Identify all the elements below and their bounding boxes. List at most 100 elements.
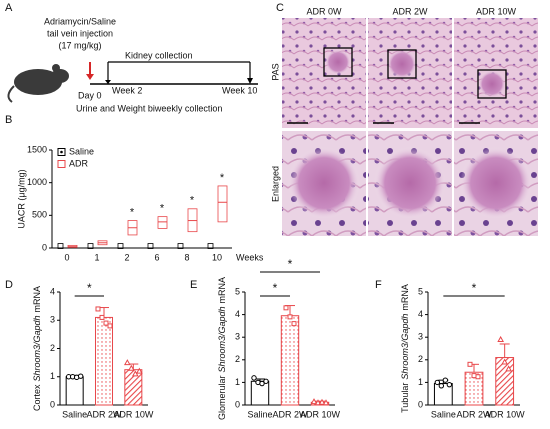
- significance-star: *: [273, 281, 278, 295]
- chart: E 0 1 2 3 4 5 Glomerular Shroom3/Gapdh mRNA Saline…: [190, 257, 341, 420]
- saline-marker: [207, 243, 214, 249]
- panel-c: C ADR 0W ADR 2W ADR 10W PAS Enlarged: [270, 2, 538, 236]
- x-tick-label: Saline: [431, 409, 456, 419]
- chart: D 0 1 2 3 4 Cortex Shroom3/Gapdh mRNA Saline ADR 2…: [5, 279, 154, 419]
- data-point: [291, 321, 297, 327]
- legend-label: Saline: [69, 146, 94, 156]
- y-tick-label: 0: [50, 399, 55, 409]
- data-point: [310, 398, 318, 405]
- y-label-part: mRNA: [400, 284, 410, 311]
- timeline: [86, 61, 258, 85]
- kidney-text: Kidney collection: [125, 50, 193, 60]
- y-tick-label: 1: [235, 377, 240, 387]
- day0-text: Day 0: [78, 90, 102, 100]
- chart: F 0 1 2 3 4 5 TubularShroom3/GapdhmRNA Saline ADR…: [375, 279, 525, 419]
- panel-label: F: [375, 279, 382, 291]
- data-point: [434, 379, 441, 386]
- row-label: Enlarged: [270, 166, 280, 202]
- saline-marker: [117, 243, 124, 249]
- panel-label: B: [5, 114, 12, 126]
- data-point: [263, 378, 269, 384]
- week10-text: Week 10: [222, 85, 257, 95]
- legend-marker: [57, 148, 66, 156]
- panel-label: A: [5, 2, 13, 14]
- data-point: [287, 314, 293, 320]
- x-tick-label: 1: [94, 252, 99, 262]
- y-axis-label: Glomerular Shroom3/Gapdh mRNA: [217, 277, 227, 420]
- y-tick-label: 3: [418, 332, 423, 342]
- injection-text: (17 mg/kg): [58, 40, 101, 50]
- y-axis-label: Cortex Shroom3/Gapdh mRNA: [32, 286, 42, 411]
- data-point: [95, 306, 101, 312]
- data-point: [259, 380, 265, 387]
- panel-label: E: [190, 279, 197, 291]
- x-axis-label: Weeks: [236, 252, 264, 262]
- legend-marker: [60, 150, 63, 154]
- range-box: [217, 185, 228, 223]
- bar: [65, 376, 84, 406]
- injection-text: Adriamycin/Saline: [44, 16, 116, 26]
- data-point: [127, 364, 135, 371]
- y-label-part: mRNA: [217, 277, 227, 304]
- x-tick-label: ADR 10W: [300, 409, 341, 419]
- injection-text: tail vein injection: [47, 28, 113, 38]
- y-tick-label: 2: [50, 343, 55, 353]
- y-label-part: mRNA: [32, 286, 42, 313]
- mouse-icon: [7, 64, 69, 103]
- bar: [495, 357, 515, 406]
- significance-star: *: [288, 257, 293, 271]
- data-point: [446, 381, 453, 388]
- data-point: [77, 373, 84, 379]
- y-tick-label: 0: [418, 399, 423, 409]
- data-point: [283, 305, 289, 311]
- column-label: ADR 0W: [306, 6, 342, 16]
- x-tick-label: 0: [64, 252, 69, 262]
- significance-star: *: [130, 206, 135, 218]
- saline-marker: [57, 243, 64, 249]
- y-tick-label: 5: [418, 286, 423, 296]
- bar: [94, 316, 114, 406]
- saline-marker: [177, 243, 184, 249]
- significance-star: *: [160, 203, 165, 215]
- x-tick-label: 2: [124, 252, 129, 262]
- bar: [280, 315, 300, 406]
- y-tick-label: 0: [42, 242, 47, 252]
- data-point: [103, 320, 109, 326]
- panel-label: D: [5, 279, 13, 291]
- legend-label: ADR: [69, 158, 89, 168]
- significance-star: *: [220, 172, 225, 184]
- data-point: [442, 377, 449, 383]
- x-tick-label: 8: [184, 252, 189, 262]
- y-tick-label: 4: [50, 286, 55, 296]
- data-point: [107, 323, 113, 329]
- y-tick-label: 2: [418, 354, 423, 364]
- y-axis-label: Tubular Shroom3/Gapdh mRNA: [400, 284, 410, 413]
- data-point: [438, 383, 445, 389]
- x-tick-label: Saline: [62, 409, 87, 419]
- y-label-part: Cortex: [32, 384, 42, 411]
- row-label: PAS: [270, 63, 280, 80]
- significance-star: *: [472, 281, 477, 295]
- data-point: [497, 335, 505, 342]
- data-point: [505, 365, 513, 372]
- y-tick-label: 0: [235, 399, 240, 409]
- x-tick-label: Saline: [247, 409, 272, 419]
- micrographs: [282, 18, 538, 236]
- y-tick-label: 3: [235, 332, 240, 342]
- y-label-part: Glomerular: [217, 376, 227, 421]
- chart: B 0 500 1000 1500 UACR (μg/mg) Weeks Saline ADR 0…: [5, 114, 264, 262]
- y-label-part: Shroom3/Gapdh: [217, 306, 227, 372]
- x-tick-label: ADR 2W: [272, 409, 308, 419]
- data-point: [471, 373, 477, 379]
- data-point: [501, 358, 509, 365]
- significance-star: *: [87, 281, 92, 295]
- x-tick-label: ADR 10W: [485, 409, 526, 419]
- week2-text: Week 2: [112, 85, 142, 95]
- saline-marker: [87, 243, 94, 249]
- y-tick-label: 4: [418, 309, 423, 319]
- y-tick-label: 3: [50, 315, 55, 325]
- y-tick-label: 1500: [27, 144, 47, 154]
- y-tick-label: 1: [418, 377, 423, 387]
- data-point: [131, 370, 139, 377]
- legend-marker: [57, 160, 66, 168]
